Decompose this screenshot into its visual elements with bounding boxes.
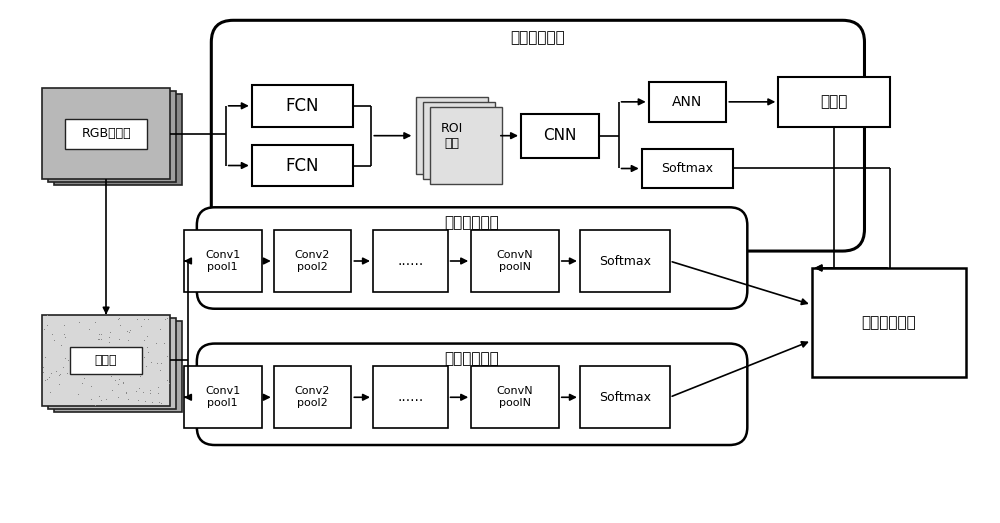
Text: 第二分类模型: 第二分类模型 xyxy=(445,351,499,366)
Bar xyxy=(471,367,559,428)
Text: ......: ...... xyxy=(397,390,423,404)
Bar xyxy=(373,367,448,428)
FancyBboxPatch shape xyxy=(211,20,864,251)
Bar xyxy=(274,230,351,292)
Bar xyxy=(48,91,176,183)
Bar xyxy=(252,85,353,127)
Bar xyxy=(184,230,262,292)
Text: ConvN
poolN: ConvN poolN xyxy=(497,386,533,408)
Text: 光流图: 光流图 xyxy=(95,354,117,367)
Text: 分类结果融合: 分类结果融合 xyxy=(862,315,916,330)
Bar xyxy=(252,145,353,186)
Bar xyxy=(778,77,890,127)
Text: 第一分类模型: 第一分类模型 xyxy=(445,215,499,230)
Bar xyxy=(812,268,966,378)
Bar xyxy=(471,230,559,292)
Bar xyxy=(373,230,448,292)
Text: RGB图像帧: RGB图像帧 xyxy=(81,127,131,140)
Text: CNN: CNN xyxy=(543,128,577,143)
Bar xyxy=(580,230,670,292)
Text: ANN: ANN xyxy=(672,95,703,109)
Text: ROI
选取: ROI 选取 xyxy=(441,122,463,150)
Text: FCN: FCN xyxy=(286,97,319,115)
Text: ConvN
poolN: ConvN poolN xyxy=(497,250,533,272)
Text: Softmax: Softmax xyxy=(661,162,713,175)
Text: Conv1
pool1: Conv1 pool1 xyxy=(205,386,240,408)
Bar xyxy=(642,149,733,188)
Text: FCN: FCN xyxy=(286,156,319,175)
FancyBboxPatch shape xyxy=(197,207,747,309)
Bar xyxy=(70,347,142,374)
Bar xyxy=(42,88,170,179)
Text: Softmax: Softmax xyxy=(599,391,651,404)
Bar xyxy=(430,107,502,185)
Bar xyxy=(54,321,182,412)
Bar xyxy=(416,97,488,175)
Text: 第三分类模型: 第三分类模型 xyxy=(511,30,565,44)
Text: Conv2
pool2: Conv2 pool2 xyxy=(295,250,330,272)
Bar xyxy=(48,317,176,409)
Bar xyxy=(184,367,262,428)
Bar xyxy=(649,82,726,122)
Bar xyxy=(274,367,351,428)
Text: 置信度: 置信度 xyxy=(820,94,848,109)
Bar xyxy=(580,367,670,428)
Bar xyxy=(42,315,170,406)
Text: Conv1
pool1: Conv1 pool1 xyxy=(205,250,240,272)
FancyBboxPatch shape xyxy=(197,344,747,445)
Text: ......: ...... xyxy=(397,254,423,268)
Bar xyxy=(65,119,147,149)
Bar xyxy=(423,102,495,179)
Text: Softmax: Softmax xyxy=(599,255,651,267)
Bar xyxy=(521,114,599,157)
Bar xyxy=(54,94,182,186)
Text: Conv2
pool2: Conv2 pool2 xyxy=(295,386,330,408)
